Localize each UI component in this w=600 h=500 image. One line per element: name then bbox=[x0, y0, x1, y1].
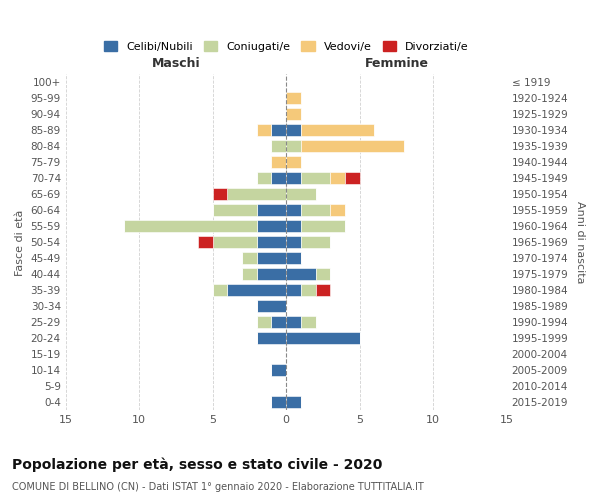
Bar bbox=[301, 236, 331, 248]
Bar bbox=[212, 236, 257, 248]
Bar bbox=[257, 252, 286, 264]
Bar bbox=[257, 300, 286, 312]
Bar bbox=[198, 236, 212, 248]
Bar bbox=[331, 204, 345, 216]
Bar bbox=[286, 92, 301, 104]
Bar bbox=[227, 284, 286, 296]
Bar bbox=[257, 172, 271, 184]
Bar bbox=[286, 252, 301, 264]
Bar bbox=[286, 332, 360, 344]
Y-axis label: Fasce di età: Fasce di età bbox=[15, 209, 25, 276]
Bar bbox=[316, 284, 331, 296]
Bar bbox=[271, 316, 286, 328]
Bar bbox=[271, 396, 286, 408]
Bar bbox=[227, 188, 286, 200]
Bar bbox=[286, 284, 301, 296]
Bar bbox=[257, 124, 271, 136]
Bar bbox=[257, 220, 286, 232]
Bar bbox=[301, 204, 331, 216]
Bar bbox=[286, 396, 301, 408]
Legend: Celibi/Nubili, Coniugati/e, Vedovi/e, Divorziati/e: Celibi/Nubili, Coniugati/e, Vedovi/e, Di… bbox=[100, 36, 473, 56]
Y-axis label: Anni di nascita: Anni di nascita bbox=[575, 201, 585, 283]
Bar bbox=[286, 108, 301, 120]
Bar bbox=[271, 140, 286, 152]
Bar bbox=[257, 236, 286, 248]
Bar bbox=[212, 284, 227, 296]
Bar bbox=[124, 220, 257, 232]
Bar bbox=[271, 172, 286, 184]
Bar bbox=[301, 140, 404, 152]
Bar bbox=[286, 236, 301, 248]
Bar bbox=[257, 332, 286, 344]
Bar bbox=[242, 268, 257, 280]
Text: Maschi: Maschi bbox=[152, 56, 200, 70]
Bar bbox=[286, 316, 301, 328]
Bar bbox=[286, 204, 301, 216]
Bar bbox=[286, 140, 301, 152]
Bar bbox=[286, 156, 301, 168]
Bar bbox=[286, 124, 301, 136]
Bar bbox=[212, 188, 227, 200]
Bar bbox=[301, 220, 345, 232]
Text: Popolazione per età, sesso e stato civile - 2020: Popolazione per età, sesso e stato civil… bbox=[12, 458, 382, 472]
Bar bbox=[286, 188, 316, 200]
Bar bbox=[331, 172, 345, 184]
Bar bbox=[286, 172, 301, 184]
Bar bbox=[301, 172, 331, 184]
Bar bbox=[301, 124, 374, 136]
Bar bbox=[301, 316, 316, 328]
Text: Femmine: Femmine bbox=[364, 56, 428, 70]
Bar bbox=[286, 220, 301, 232]
Bar bbox=[271, 364, 286, 376]
Bar bbox=[286, 268, 316, 280]
Bar bbox=[271, 156, 286, 168]
Bar bbox=[257, 268, 286, 280]
Bar bbox=[345, 172, 360, 184]
Bar bbox=[212, 204, 257, 216]
Bar bbox=[301, 284, 316, 296]
Bar bbox=[257, 316, 271, 328]
Bar bbox=[316, 268, 331, 280]
Bar bbox=[242, 252, 257, 264]
Text: COMUNE DI BELLINO (CN) - Dati ISTAT 1° gennaio 2020 - Elaborazione TUTTITALIA.IT: COMUNE DI BELLINO (CN) - Dati ISTAT 1° g… bbox=[12, 482, 424, 492]
Bar bbox=[271, 124, 286, 136]
Bar bbox=[257, 204, 286, 216]
